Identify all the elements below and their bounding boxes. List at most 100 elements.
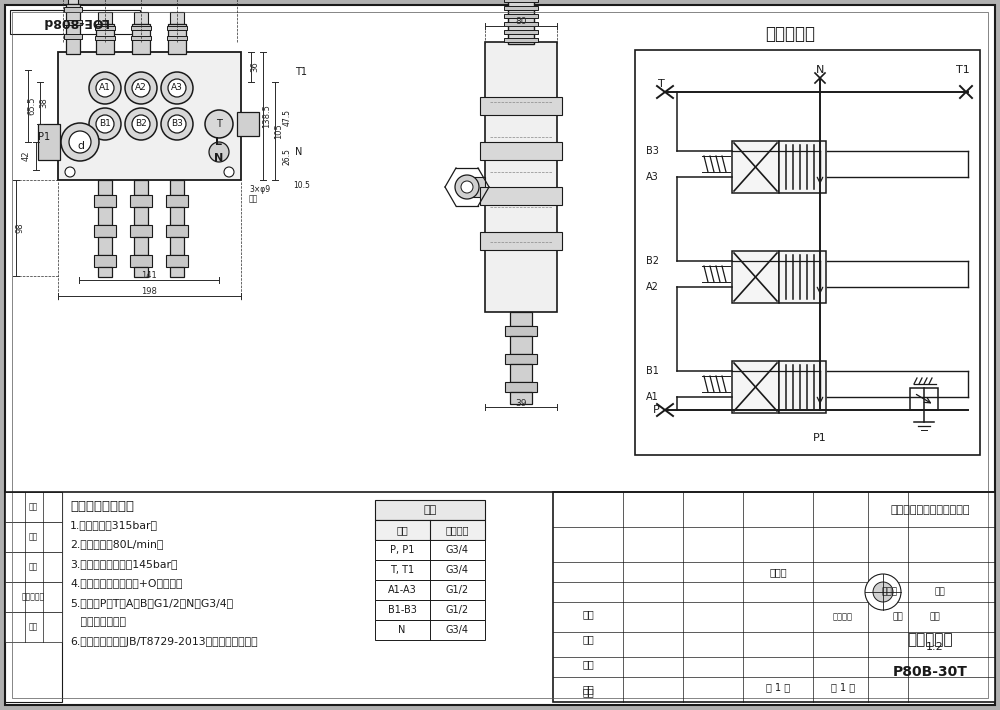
Text: 通孔: 通孔	[249, 195, 258, 204]
Text: 65.5: 65.5	[28, 97, 36, 115]
Text: A1: A1	[646, 392, 659, 402]
Bar	[170, 180, 184, 195]
Bar	[98, 267, 112, 277]
Text: N: N	[295, 147, 302, 157]
Bar	[130, 225, 152, 237]
Text: 三联多路阀: 三联多路阀	[907, 633, 953, 648]
Circle shape	[865, 574, 901, 610]
Text: 标记: 标记	[28, 503, 38, 511]
Bar	[98, 207, 112, 225]
Bar	[166, 225, 188, 237]
Text: G1/2: G1/2	[445, 605, 469, 615]
Text: T, T1: T, T1	[390, 565, 414, 575]
Bar	[130, 195, 152, 207]
Bar	[98, 237, 112, 255]
Bar	[504, 38, 538, 42]
Text: 山东昊骏液压科技有限公司: 山东昊骏液压科技有限公司	[890, 505, 970, 515]
Bar	[131, 36, 151, 40]
Text: 1:2: 1:2	[926, 642, 944, 652]
Circle shape	[125, 72, 157, 104]
Text: B1: B1	[99, 119, 111, 129]
Bar	[38, 124, 60, 160]
Text: T: T	[216, 119, 222, 129]
Text: 2.公称流量：80L/min；: 2.公称流量：80L/min；	[70, 540, 163, 550]
Bar	[779, 251, 826, 303]
Circle shape	[132, 115, 150, 133]
Bar	[66, 4, 80, 54]
Text: 阀体: 阀体	[423, 505, 437, 515]
Bar	[480, 187, 562, 205]
Text: p: p	[76, 139, 84, 149]
Bar	[94, 225, 116, 237]
Bar	[134, 180, 148, 195]
Text: 校对: 校对	[582, 634, 594, 644]
Text: T: T	[658, 79, 665, 89]
Bar	[732, 361, 779, 413]
Circle shape	[69, 131, 91, 153]
Text: 螺纹规格: 螺纹规格	[445, 525, 469, 535]
Bar	[5, 582, 62, 612]
Circle shape	[455, 175, 479, 199]
Text: 审核: 审核	[582, 659, 594, 669]
Circle shape	[96, 115, 114, 133]
Bar	[375, 560, 485, 580]
Text: 3×φ9: 3×φ9	[249, 185, 270, 195]
Bar	[480, 142, 562, 160]
Text: 3.溢流阀调定压力：145bar；: 3.溢流阀调定压力：145bar；	[70, 559, 178, 569]
Text: 36: 36	[250, 62, 260, 72]
Text: B1: B1	[646, 366, 659, 376]
Bar	[94, 255, 116, 267]
Bar	[467, 177, 485, 197]
Text: L: L	[216, 137, 222, 147]
Bar	[375, 580, 485, 600]
Text: P: P	[653, 405, 660, 415]
Bar	[10, 10, 140, 34]
Text: G3/4: G3/4	[446, 565, 468, 575]
Bar	[64, 34, 82, 39]
Text: 液压原理图: 液压原理图	[765, 25, 815, 43]
Bar	[134, 207, 148, 225]
Text: B3: B3	[171, 119, 183, 129]
Bar	[68, 0, 78, 4]
Circle shape	[873, 582, 893, 602]
Text: 198: 198	[142, 288, 157, 297]
Bar	[480, 97, 562, 115]
Text: 10.5: 10.5	[293, 180, 310, 190]
Text: 138.5: 138.5	[262, 104, 272, 128]
Bar	[504, 30, 538, 34]
Circle shape	[89, 108, 121, 140]
Text: 第 1 张: 第 1 张	[831, 682, 855, 692]
Text: 共 1 张: 共 1 张	[766, 682, 790, 692]
Text: A1: A1	[99, 84, 111, 92]
Bar	[504, 14, 538, 18]
Bar	[170, 267, 184, 277]
Bar	[94, 195, 116, 207]
Text: 均为平面密封；: 均为平面密封；	[70, 618, 126, 628]
Text: G1/2: G1/2	[445, 585, 469, 595]
Bar	[375, 620, 485, 640]
Bar	[375, 500, 485, 520]
Text: 98: 98	[16, 223, 24, 234]
Text: B1-B3: B1-B3	[388, 605, 416, 615]
Text: 38: 38	[40, 97, 48, 109]
Text: LOE-808d: LOE-808d	[42, 16, 108, 28]
Bar	[64, 20, 82, 25]
Text: 141: 141	[141, 271, 157, 280]
Bar	[58, 52, 241, 180]
Text: 重量: 重量	[893, 613, 903, 621]
Bar	[510, 336, 532, 354]
Bar	[480, 232, 562, 250]
Text: 39: 39	[515, 398, 527, 408]
Bar	[166, 255, 188, 267]
Circle shape	[209, 142, 229, 162]
Text: 签名: 签名	[28, 623, 38, 631]
Bar	[510, 364, 532, 382]
Bar	[131, 26, 151, 30]
Text: 类型: 类型	[935, 587, 945, 596]
Bar	[504, 6, 538, 10]
Text: B2: B2	[135, 119, 147, 129]
Bar	[553, 492, 995, 702]
Bar	[98, 12, 112, 24]
Text: 4.控制方式：手动控制+O型阀杆；: 4.控制方式：手动控制+O型阀杆；	[70, 579, 182, 589]
Bar	[510, 392, 532, 404]
